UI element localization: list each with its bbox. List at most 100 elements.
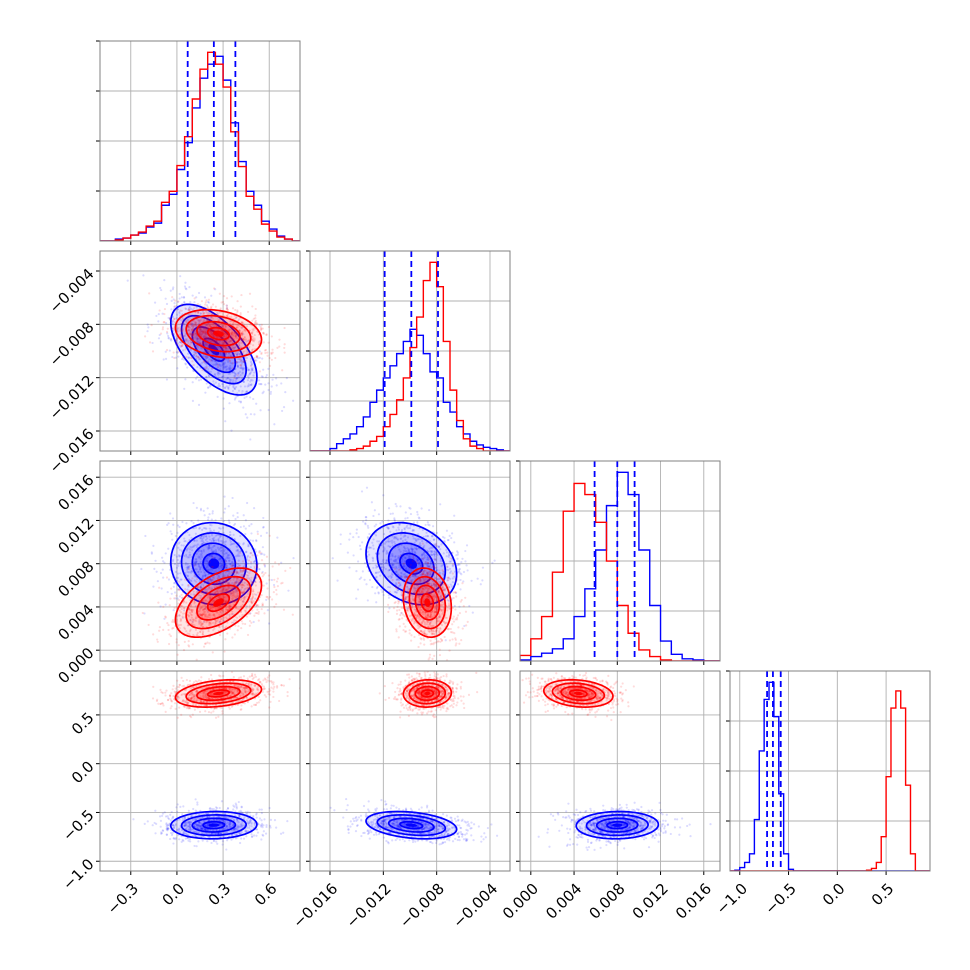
sample-point	[201, 613, 204, 616]
sample-point	[171, 538, 174, 541]
sample-point	[237, 366, 240, 369]
sample-point	[244, 610, 248, 613]
sample-point	[225, 385, 228, 388]
sample-point	[234, 372, 237, 375]
sample-point	[426, 562, 429, 565]
sample-point	[247, 346, 251, 349]
sample-point	[395, 587, 398, 590]
sample-point	[205, 367, 208, 371]
sample-point	[178, 292, 181, 296]
sample-point	[352, 554, 355, 557]
sample-point	[189, 618, 192, 622]
sample-point	[225, 625, 228, 628]
sample-point	[208, 546, 211, 549]
sample-point	[189, 343, 192, 346]
sample-point	[455, 591, 458, 595]
sample-point	[243, 396, 246, 399]
sample-point	[177, 599, 181, 602]
sample-point	[251, 319, 254, 322]
sample-point	[385, 540, 388, 544]
sample-point	[448, 553, 451, 556]
sample-point	[423, 578, 426, 581]
sample-point	[249, 380, 252, 383]
sample-point	[235, 344, 239, 347]
sample-point	[433, 577, 437, 580]
sample-point	[210, 316, 213, 319]
sample-point	[212, 613, 215, 617]
sample-point	[397, 600, 401, 603]
sample-point	[420, 617, 423, 620]
sample-point	[243, 575, 246, 578]
sample-point	[226, 621, 229, 624]
sample-point	[352, 536, 355, 539]
sample-point	[249, 438, 252, 441]
sample-point	[209, 622, 213, 625]
sample-point	[199, 585, 202, 589]
sample-point	[206, 317, 209, 320]
sample-point	[212, 544, 216, 547]
sample-point	[262, 332, 265, 335]
sample-point	[182, 609, 186, 612]
sample-point	[199, 630, 202, 633]
sample-point	[193, 624, 196, 627]
sample-point	[195, 615, 198, 618]
sample-point	[375, 523, 378, 526]
sample-point	[202, 541, 205, 544]
sample-point	[201, 613, 205, 616]
density-peak-red	[213, 598, 224, 607]
sample-point	[142, 274, 145, 277]
sample-point	[232, 347, 235, 350]
sample-point	[180, 357, 184, 361]
sample-point	[232, 335, 235, 338]
sample-point	[197, 345, 200, 348]
sample-point	[197, 519, 200, 522]
sample-point	[204, 535, 208, 538]
sample-point	[196, 347, 199, 350]
sample-point	[212, 380, 215, 383]
sample-point	[182, 334, 185, 337]
sample-point	[232, 337, 236, 341]
sample-point	[193, 575, 196, 578]
sample-point	[189, 571, 193, 574]
sample-point	[409, 507, 412, 510]
sample-point	[186, 570, 189, 573]
sample-point	[224, 365, 227, 368]
sample-point	[204, 599, 207, 602]
sample-point	[234, 572, 238, 576]
sample-point	[209, 385, 212, 388]
sample-point	[190, 616, 193, 619]
sample-point	[462, 604, 465, 608]
sample-point	[199, 586, 203, 589]
sample-point	[420, 554, 423, 557]
sample-point	[193, 574, 196, 577]
sample-point	[237, 389, 241, 392]
sample-point	[233, 633, 236, 636]
sample-point	[423, 629, 426, 632]
sample-point	[184, 561, 188, 565]
sample-point	[193, 527, 196, 530]
sample-point	[209, 306, 212, 309]
sample-point	[214, 288, 217, 291]
sample-point	[250, 371, 253, 374]
sample-point	[225, 368, 228, 372]
sample-point	[209, 623, 212, 626]
sample-point	[253, 327, 256, 330]
sample-point	[195, 539, 198, 542]
sample-point	[445, 529, 449, 532]
sample-point	[450, 585, 453, 588]
sample-point	[211, 329, 214, 332]
sample-point	[399, 533, 402, 536]
sample-point	[184, 338, 188, 341]
sample-point	[405, 526, 408, 529]
sample-point	[188, 307, 191, 310]
sample-point	[240, 586, 244, 589]
sample-point	[204, 574, 207, 577]
sample-point	[231, 599, 234, 602]
sample-point	[182, 648, 186, 652]
sample-point	[141, 611, 144, 615]
sample-point	[387, 527, 390, 530]
sample-point	[170, 339, 173, 342]
sample-point	[209, 621, 212, 625]
sample-point	[231, 307, 235, 310]
sample-point	[232, 621, 235, 624]
